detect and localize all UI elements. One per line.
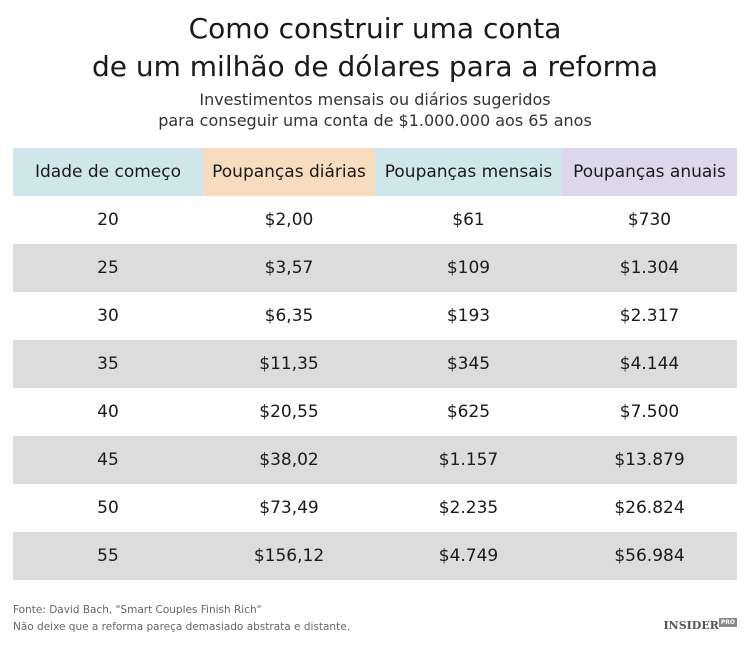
logo: INSIDER PRO — [663, 618, 737, 632]
table-cell: $4.144 — [619, 354, 680, 374]
column-header: Poupanças anuais — [562, 148, 737, 196]
table-cell: $13.879 — [614, 450, 685, 470]
table-cell: 25 — [97, 258, 119, 278]
table-cell: $1.157 — [438, 450, 499, 470]
table-row: 45 $38,02 $1.157 $13.879 — [13, 436, 737, 484]
note: Não deixe que a reforma pareça demasiado… — [13, 621, 350, 633]
table-cell: $26.824 — [614, 498, 685, 518]
table-cell: $56.984 — [614, 546, 685, 566]
subtitle-line: Investimentos mensais ou diários sugerid… — [199, 90, 551, 109]
table-cell: 40 — [97, 402, 119, 422]
table-cell: $20,55 — [259, 402, 319, 422]
table-cell: $2,00 — [264, 210, 314, 230]
table-cell: $3,57 — [264, 258, 314, 278]
table-cell: 35 — [97, 354, 119, 374]
title-line: de um milhão de dólares para a reforma — [91, 50, 659, 83]
table-row: 55 $156,12 $4.749 $56.984 — [13, 532, 737, 580]
table-cell: $156,12 — [253, 546, 325, 566]
table-cell: $7.500 — [619, 402, 680, 422]
table-cell: $2.235 — [438, 498, 499, 518]
table-row: 40 $20,55 $625 $7.500 — [13, 388, 737, 436]
table-cell: $2.317 — [619, 306, 680, 326]
table-cell: 50 — [97, 498, 119, 518]
table-cell: 45 — [97, 450, 119, 470]
table-cell: $1.304 — [619, 258, 680, 278]
column-header: Poupanças mensais — [375, 148, 562, 196]
title-line: Como construir uma conta — [188, 12, 562, 45]
table-row: 25 $3,57 $109 $1.304 — [13, 244, 737, 292]
subtitle-line: para conseguir uma conta de $1.000.000 a… — [158, 111, 592, 130]
table-cell: 30 — [97, 306, 119, 326]
table-cell: $193 — [446, 306, 491, 326]
table-cell: $11,35 — [259, 354, 319, 374]
table-cell: $109 — [446, 258, 491, 278]
logo-name: INSIDER — [663, 619, 719, 632]
table-row: 35 $11,35 $345 $4.144 — [13, 340, 737, 388]
source: Fonte: David Bach, "Smart Couples Finish… — [13, 604, 262, 616]
column-header: Poupanças diárias — [203, 148, 375, 196]
table-cell: $73,49 — [259, 498, 319, 518]
table-cell: $6,35 — [264, 306, 314, 326]
table-cell: $61 — [452, 210, 485, 230]
column-header: Idade de começo — [13, 148, 203, 196]
logo-badge: PRO — [718, 618, 737, 627]
table: Idade de começo Poupanças diárias Poupança… — [13, 148, 737, 580]
table-row: 30 $6,35 $193 $2.317 — [13, 292, 737, 340]
header-row: Idade de começo Poupanças diárias Poupança… — [13, 148, 737, 196]
table-cell: $625 — [446, 402, 491, 422]
table-cell: $4.749 — [438, 546, 499, 566]
table-row: 50 $73,49 $2.235 $26.824 — [13, 484, 737, 532]
table-cell: 20 — [97, 210, 119, 230]
table-cell: $730 — [627, 210, 672, 230]
table-cell: $38,02 — [259, 450, 319, 470]
table-cell: 55 — [97, 546, 119, 566]
table-row: 20 $2,00 $61 $730 — [13, 196, 737, 244]
table-cell: $345 — [446, 354, 491, 374]
